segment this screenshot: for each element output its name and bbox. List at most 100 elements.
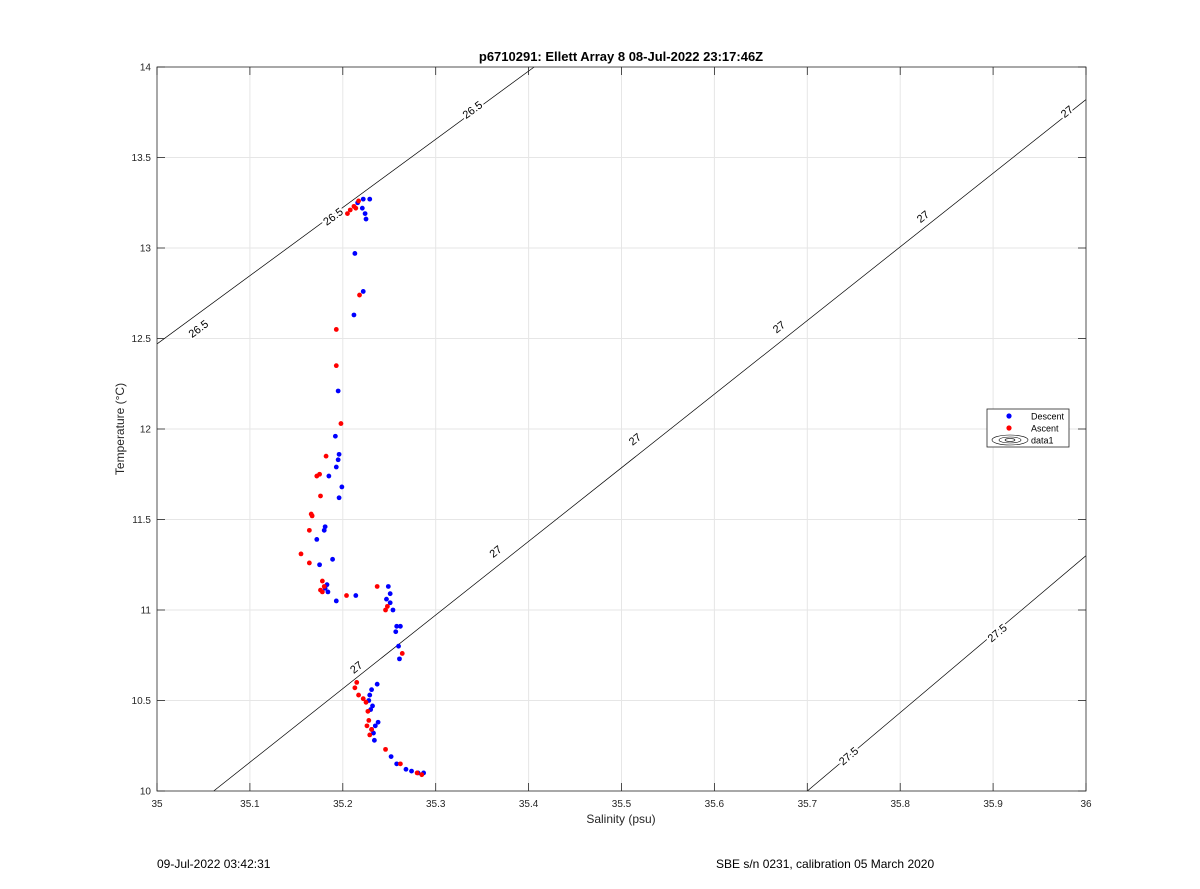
point-ascent: [360, 696, 366, 702]
contour-label: 27: [1059, 104, 1076, 121]
point-descent: [394, 623, 400, 629]
legend: Descent Ascent data1: [986, 408, 1070, 448]
point-descent: [336, 451, 342, 457]
legend-ascent-marker: [1006, 425, 1012, 431]
point-descent: [360, 289, 366, 294]
x-tick-label: 36: [1080, 799, 1092, 810]
y-tick-label: 10.5: [132, 696, 152, 707]
contour-label: 26.5: [461, 99, 485, 121]
point-descent: [387, 600, 393, 606]
point-ascent: [352, 685, 358, 691]
point-ascent: [383, 746, 388, 752]
x-tick-label: 35.4: [519, 799, 539, 810]
legend-ascent-label: Ascent: [1031, 424, 1059, 434]
point-descent: [322, 524, 328, 530]
point-ascent: [363, 699, 369, 705]
point-ascent: [321, 584, 327, 589]
point-descent: [387, 591, 393, 597]
y-tick-label: 10: [140, 787, 152, 798]
point-ascent: [314, 473, 320, 479]
x-tick-label: 35.3: [426, 799, 446, 810]
point-descent: [370, 703, 375, 709]
point-ascent: [384, 603, 390, 609]
point-descent: [409, 768, 414, 774]
point-ascent: [365, 708, 371, 714]
x-tick-label: 35.9: [983, 799, 1003, 810]
point-ascent: [319, 578, 325, 584]
point-descent: [371, 737, 377, 743]
point-ascent: [309, 513, 315, 519]
point-ascent: [319, 589, 325, 595]
point-descent: [360, 196, 366, 202]
point-ascent: [354, 680, 360, 685]
point-descent: [352, 251, 358, 256]
contour-label: 27.5: [986, 622, 1010, 645]
y-axis-ticks: 10 10.5 11 11.5 12 12.5 13 13.5 14: [132, 63, 1086, 798]
grid: [157, 67, 1086, 791]
point-descent: [393, 629, 399, 635]
point-descent: [339, 484, 345, 490]
point-descent: [330, 556, 335, 562]
data-points: [298, 196, 427, 778]
point-descent: [351, 312, 357, 318]
footer-timestamp: 09-Jul-2022 03:42:31: [157, 857, 271, 871]
point-descent: [384, 596, 389, 602]
point-descent: [369, 687, 374, 693]
point-ascent: [366, 718, 372, 723]
series-ascent: [298, 198, 425, 778]
point-descent: [375, 719, 381, 725]
point-ascent: [306, 560, 312, 566]
x-axis-ticks: 35 35.1 35.2 35.3 35.4 35.5 35.6 35.7 35.8 35.9 36: [151, 67, 1092, 810]
point-descent: [332, 433, 338, 439]
point-ascent: [356, 198, 361, 204]
point-ascent: [374, 584, 380, 589]
point-ascent: [414, 770, 420, 776]
point-descent: [367, 196, 373, 202]
point-descent: [359, 205, 365, 211]
point-descent: [390, 607, 396, 613]
contour-label: 27: [771, 319, 788, 336]
series-descent: [314, 196, 427, 776]
point-descent: [353, 593, 359, 598]
point-descent: [396, 643, 401, 649]
point-ascent: [397, 761, 403, 767]
point-ascent: [338, 421, 344, 426]
x-tick-label: 35.6: [705, 799, 725, 810]
contour-line-26-5: [157, 67, 535, 345]
y-tick-label: 12: [140, 425, 152, 436]
point-descent: [372, 723, 378, 729]
y-tick-label: 12.5: [132, 334, 152, 345]
point-descent: [363, 216, 369, 222]
point-descent: [371, 730, 376, 736]
legend-contour-label: data1: [1031, 436, 1054, 446]
contour-label: 27: [488, 544, 505, 561]
point-descent: [336, 495, 342, 501]
point-descent: [326, 473, 332, 479]
point-descent: [314, 537, 320, 542]
legend-descent-marker: [1006, 413, 1012, 419]
point-descent: [321, 527, 327, 533]
point-ascent: [333, 327, 339, 332]
point-descent: [403, 766, 409, 772]
x-tick-label: 35.1: [240, 799, 260, 810]
point-ascent: [345, 211, 350, 217]
point-descent: [317, 562, 322, 568]
point-ascent: [353, 205, 359, 211]
point-descent: [362, 211, 368, 217]
point-ascent: [344, 593, 349, 598]
point-ascent: [419, 772, 425, 778]
y-axis-label: Temperature (°C): [113, 383, 127, 475]
point-descent: [335, 388, 341, 394]
density-contours: [157, 67, 1086, 791]
y-tick-label: 14: [140, 63, 152, 74]
point-descent: [394, 761, 400, 767]
footer-calibration: SBE s/n 0231, calibration 05 March 2020: [716, 857, 935, 871]
point-ascent: [369, 727, 374, 732]
x-tick-label: 35: [151, 799, 163, 810]
x-tick-label: 35.5: [612, 799, 632, 810]
point-descent: [374, 681, 380, 687]
point-ascent: [347, 207, 353, 213]
point-ascent: [323, 453, 329, 459]
